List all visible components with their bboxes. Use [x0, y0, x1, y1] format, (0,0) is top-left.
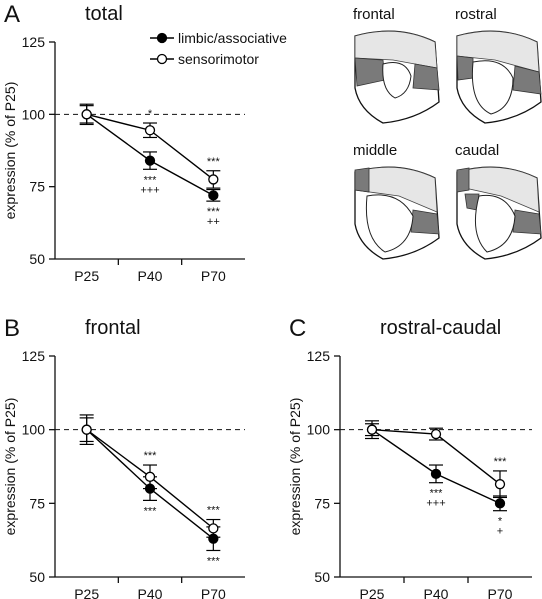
chart-title: frontal: [85, 317, 141, 339]
significance: ***: [430, 488, 444, 500]
legend-label: limbic/associative: [178, 30, 287, 46]
data-point: [430, 428, 442, 440]
significance: ***: [207, 156, 221, 168]
significance: ***: [207, 505, 221, 517]
data-point: [208, 533, 219, 544]
x-tick-label: P40: [138, 586, 163, 599]
y-tick-label: 50: [314, 569, 330, 585]
data-point: [366, 424, 378, 435]
y-tick-label: 50: [29, 251, 45, 267]
data-point: [81, 424, 92, 435]
x-tick-label: P40: [424, 586, 449, 599]
significance: ***: [207, 555, 221, 567]
data-point: [81, 109, 92, 120]
x-tick-label: P70: [201, 586, 226, 599]
significance: ***: [494, 456, 508, 468]
x-tick-label: P40: [138, 268, 163, 284]
section-label: frontal: [353, 6, 395, 23]
y-tick-label: 125: [22, 34, 46, 50]
significance: ++: [207, 216, 220, 228]
y-tick-label: 100: [22, 106, 46, 122]
section-label: rostral: [455, 6, 497, 23]
data-point: [494, 498, 506, 509]
section-label: middle: [353, 142, 397, 159]
significance: +++: [426, 498, 445, 510]
y-tick-label: 100: [307, 422, 331, 438]
chart-title: total: [85, 3, 123, 25]
y-axis-label: expression (% of P25): [2, 82, 18, 220]
y-tick-label: 75: [29, 495, 45, 511]
significance: ***: [144, 450, 158, 462]
y-tick-label: 125: [307, 348, 331, 364]
data-point: [494, 479, 506, 490]
significance: +: [497, 526, 503, 538]
brain-section: [354, 166, 440, 260]
brain-section: [456, 166, 542, 260]
data-point: [208, 174, 219, 185]
y-axis-label: expression (% of P25): [287, 398, 303, 536]
y-tick-label: 75: [314, 495, 330, 511]
significance: ***: [144, 505, 158, 517]
legend-label: sensorimotor: [178, 51, 259, 67]
y-tick-label: 50: [29, 569, 45, 585]
x-tick-label: P70: [201, 268, 226, 284]
legend-marker: [156, 53, 168, 65]
significance: ***: [144, 174, 158, 186]
x-tick-label: P25: [74, 586, 99, 599]
section-label: caudal: [455, 142, 499, 159]
brain-diagrams: frontal rostral middle caudal: [353, 6, 542, 260]
data-point: [144, 125, 156, 136]
y-tick-label: 100: [22, 422, 46, 438]
data-point: [208, 523, 219, 534]
significance: *: [498, 516, 503, 528]
panel-letter: C: [289, 315, 306, 342]
x-tick-label: P25: [360, 586, 385, 599]
data-point: [144, 483, 156, 494]
y-tick-label: 125: [22, 348, 46, 364]
brain-section: [456, 30, 542, 124]
significance: ***: [207, 206, 221, 218]
brain-section: [354, 30, 440, 124]
y-axis-label: expression (% of P25): [2, 398, 18, 536]
x-tick-label: P70: [488, 586, 513, 599]
data-point: [144, 471, 156, 482]
panel-letter: A: [4, 1, 20, 28]
data-point: [208, 190, 219, 201]
y-tick-label: 75: [29, 179, 45, 195]
legend-marker: [156, 32, 168, 44]
significance: *: [148, 108, 153, 120]
x-tick-label: P25: [74, 268, 99, 284]
data-point: [430, 468, 442, 480]
chart-title: rostral-caudal: [380, 317, 501, 339]
panel-letter: B: [4, 315, 20, 342]
data-point: [144, 155, 156, 166]
significance: +++: [140, 184, 159, 196]
